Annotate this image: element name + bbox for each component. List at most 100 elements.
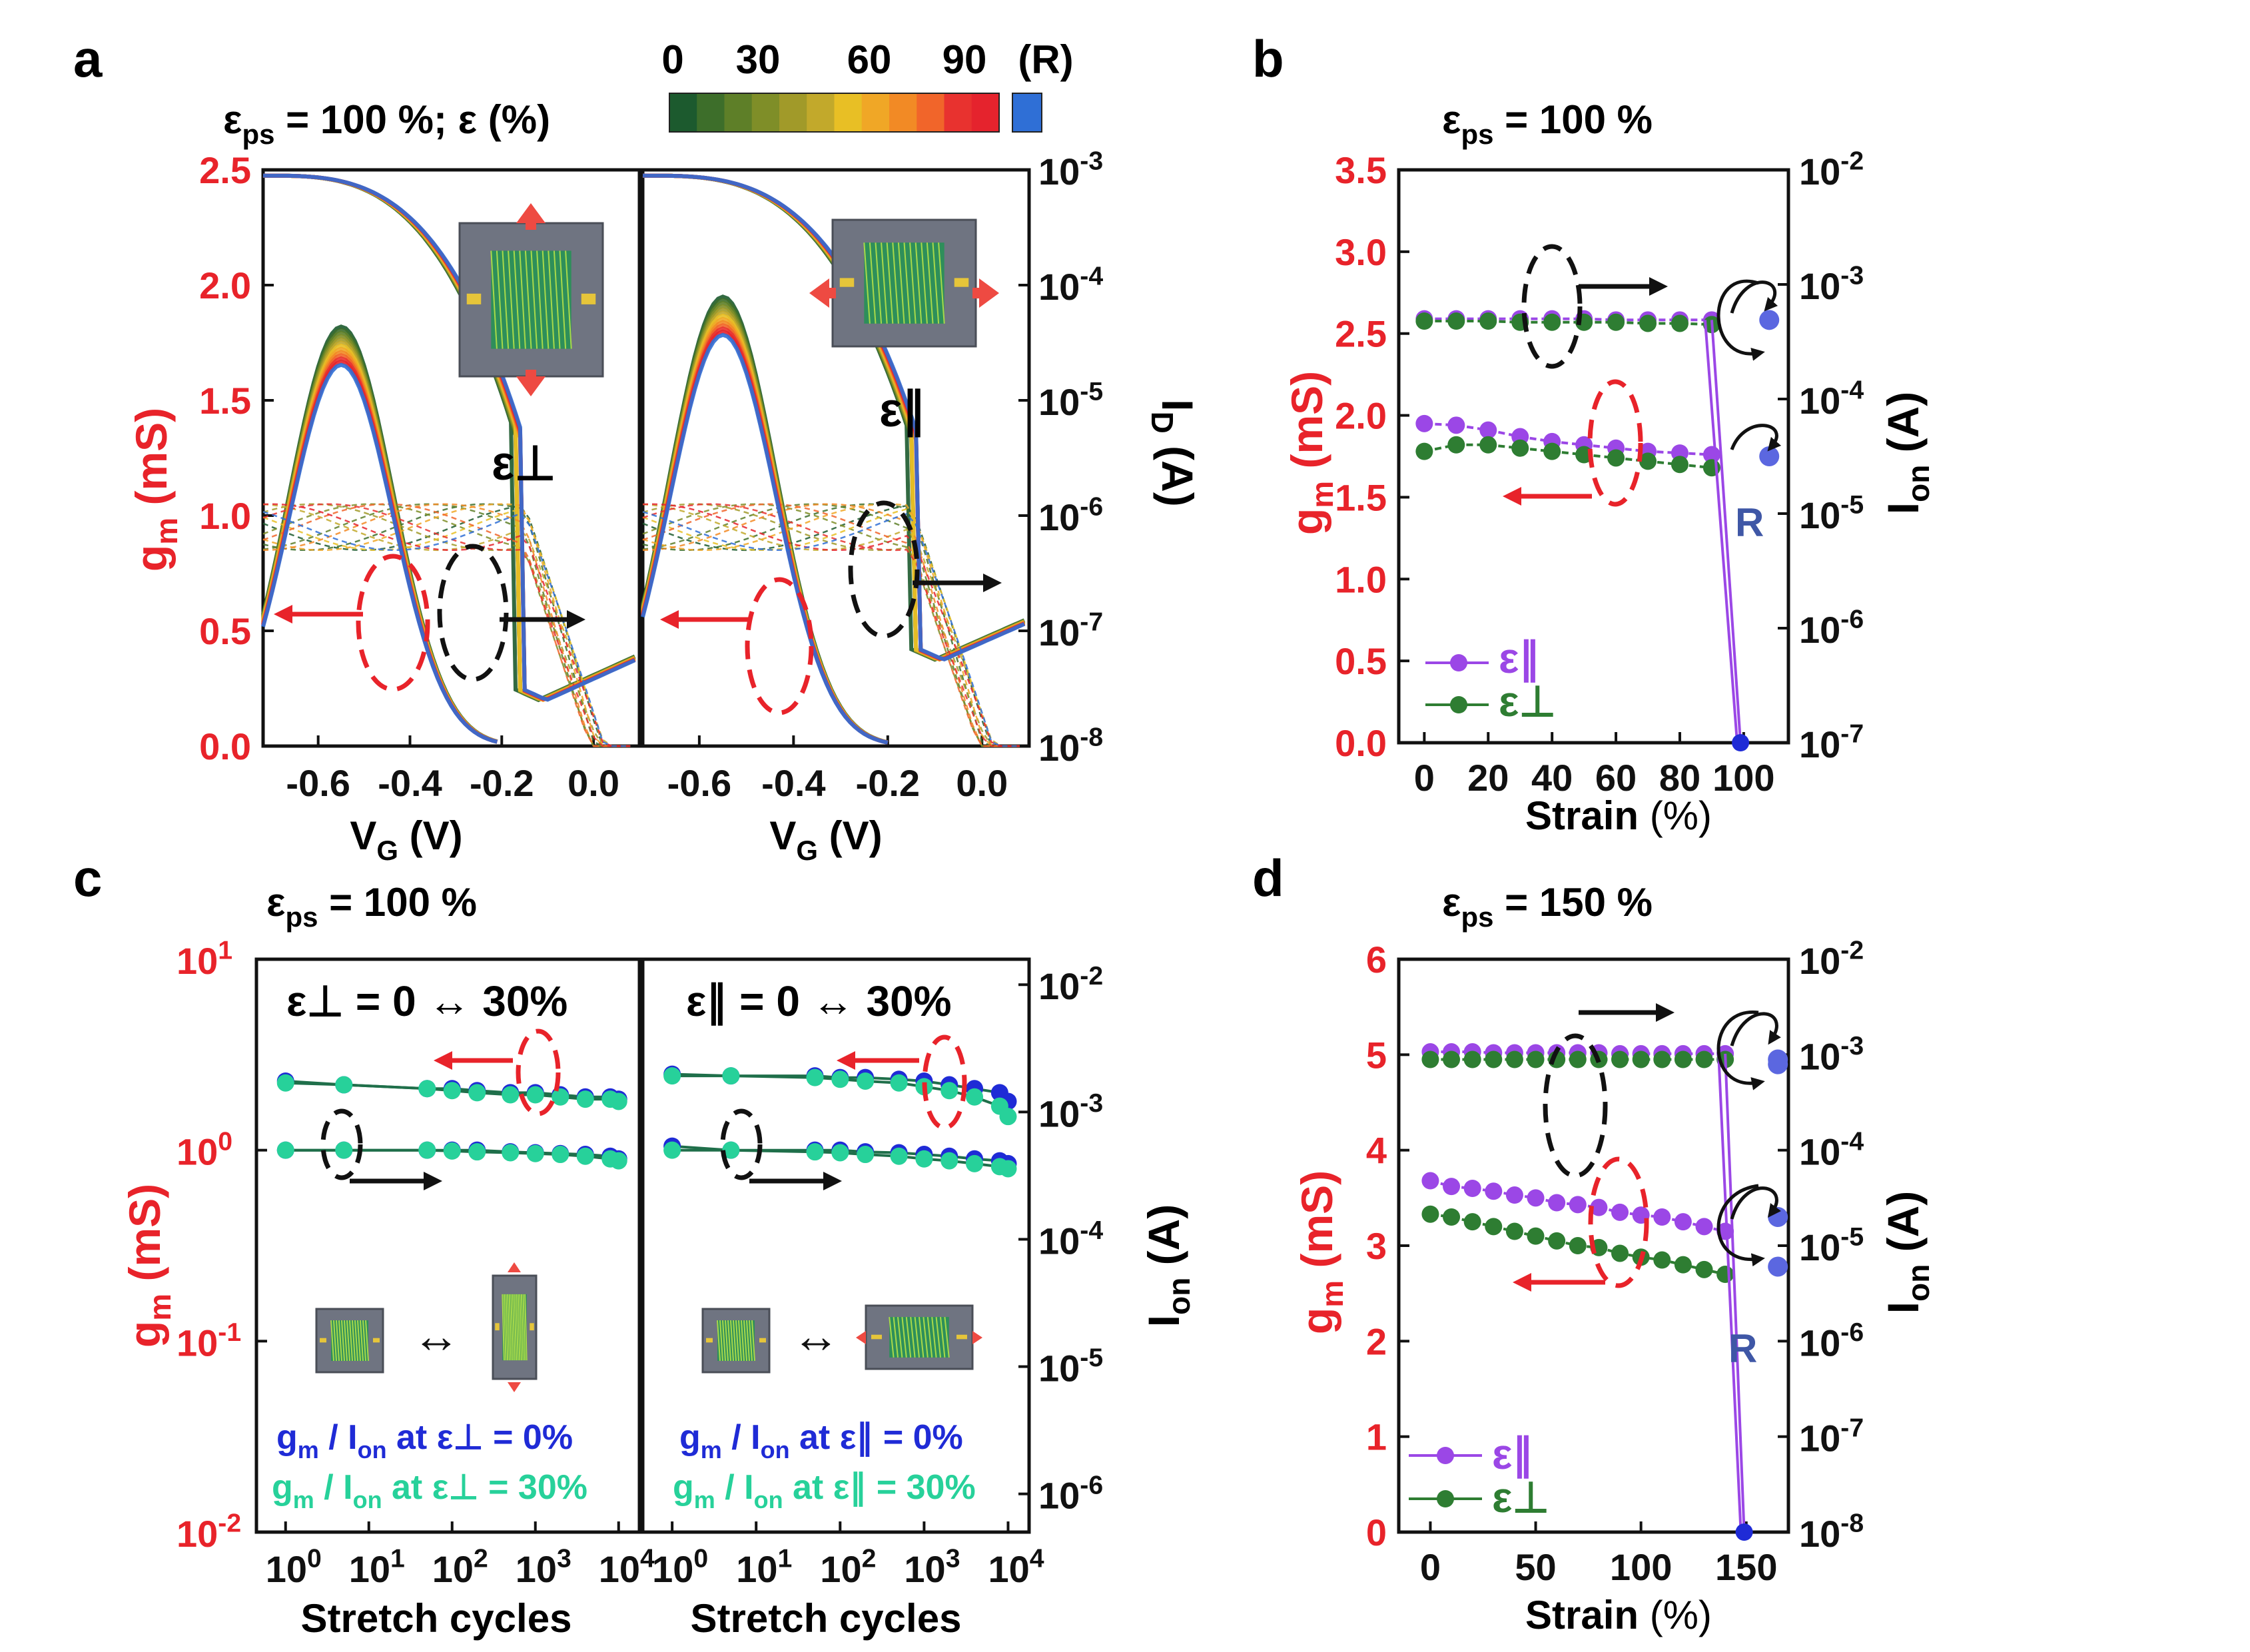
x-tick-label: 50 — [1515, 1546, 1556, 1588]
data-point — [1543, 442, 1561, 460]
data-point — [443, 1082, 461, 1100]
x-tick-label: 20 — [1467, 757, 1509, 799]
data-point — [335, 1076, 353, 1094]
device-mesh — [889, 1316, 895, 1358]
data-point — [806, 1143, 824, 1161]
data-point — [1671, 314, 1688, 332]
colorbar-swatch — [751, 93, 780, 132]
panel-a-right-black-ellipse — [848, 500, 920, 639]
data-point — [806, 1068, 824, 1086]
device-mesh — [921, 242, 928, 324]
colorbar-swatch — [917, 93, 944, 132]
device-mesh — [735, 1320, 739, 1361]
data-point — [1695, 1050, 1713, 1068]
panel-c-left-device-stretched — [492, 1262, 538, 1392]
device-mesh — [559, 250, 567, 349]
device-mesh — [733, 1320, 737, 1361]
y-tick-label: 10-8 — [1038, 723, 1103, 769]
data-point — [915, 1150, 933, 1168]
device-mesh — [357, 1320, 361, 1361]
device-mesh — [915, 242, 923, 324]
gate-current-curve — [262, 503, 631, 747]
x-tick-label: 0 — [1414, 757, 1435, 799]
y-tick-label: 10-6 — [1038, 493, 1103, 538]
device-channel — [864, 242, 944, 324]
panel-a-left-frame — [261, 168, 641, 748]
device-mesh — [349, 1320, 353, 1361]
data-point — [1415, 442, 1433, 460]
panel-c-right-device-unstretched — [701, 1308, 771, 1374]
panel-d-recover-arrow — [1716, 1184, 1765, 1267]
y-tick-label: 10-2 — [1799, 147, 1864, 193]
x-tick-label: 103 — [904, 1545, 960, 1590]
data-point — [609, 1152, 627, 1170]
device-stretch-arrow — [508, 1382, 521, 1392]
data-point — [1505, 1186, 1523, 1204]
gate-current-curve — [642, 503, 1020, 747]
device-mesh — [897, 1316, 903, 1358]
device-mesh — [507, 1294, 510, 1361]
device-pad — [530, 1323, 534, 1331]
gate-current-curve — [642, 503, 1020, 747]
panel-b-recover-arrow — [1730, 424, 1782, 452]
device-mesh — [333, 1320, 337, 1361]
colorbar-frame — [669, 93, 1000, 133]
data-point — [502, 1086, 520, 1104]
y-tick-label: 10-5 — [1799, 1223, 1864, 1268]
data-point — [526, 1086, 544, 1104]
colorbar-swatch — [889, 93, 917, 132]
data-point — [1695, 1260, 1713, 1278]
panel-c-right-legend-2: gm / Ion at ε∥ = 30% — [673, 1468, 976, 1513]
panel-c-left-red-ellipse — [516, 1029, 561, 1116]
data-point — [663, 1141, 681, 1159]
data-point — [418, 1080, 436, 1098]
device-mesh — [909, 242, 917, 324]
data-point — [468, 1084, 486, 1102]
y-tick-label: 2 — [1366, 1320, 1387, 1362]
panel-d-red-ellipse — [1588, 1156, 1649, 1288]
device-mesh — [730, 1320, 734, 1361]
data-point — [1479, 312, 1497, 330]
data-point — [1485, 1050, 1503, 1068]
data-point — [552, 1146, 569, 1164]
device-mesh — [344, 1320, 348, 1361]
panel-d-right-ylabel: Ion (A) — [1878, 1191, 1936, 1314]
data-point — [1548, 1232, 1566, 1250]
y-tick-label: 10-4 — [1038, 1216, 1103, 1262]
device-mesh — [875, 242, 883, 324]
device-mesh — [751, 1320, 755, 1361]
colorbar-tick-60: 60 — [847, 37, 892, 82]
device-mesh — [503, 1294, 507, 1361]
panel-d-xlabel: Strain (%) — [1525, 1593, 1712, 1637]
recovered-point — [1768, 1054, 1788, 1074]
panel-b-black-ellipse — [1521, 244, 1583, 369]
gate-current-curve — [642, 508, 1020, 747]
data-point — [1716, 1266, 1734, 1283]
device-mesh — [346, 1320, 350, 1361]
device-mesh — [910, 1316, 916, 1358]
colorbar-swatch — [807, 93, 835, 132]
y-tick-label: 10-3 — [1799, 1032, 1864, 1077]
panel-c-right-transition-arrow: ↔ — [792, 1310, 840, 1363]
panel-c-left-frame — [254, 957, 641, 1534]
device-stretch-arrow — [516, 203, 546, 230]
series-line — [1424, 317, 1712, 322]
x-tick-label: 100 — [1610, 1546, 1672, 1588]
data-point — [1653, 1208, 1671, 1226]
panel-a-right-ylabel: ID (A) — [1145, 399, 1202, 507]
device-mesh — [892, 242, 899, 324]
y-tick-label: 10-5 — [1038, 1344, 1103, 1389]
gate-current-curve — [262, 503, 631, 747]
series-line — [1423, 443, 1712, 470]
device-mesh — [944, 1316, 950, 1358]
data-point — [1443, 1050, 1461, 1068]
device-mesh — [542, 250, 550, 349]
device-mesh — [502, 1294, 505, 1361]
device-pad — [495, 1323, 500, 1331]
x-tick-label: 0.0 — [956, 762, 1008, 804]
gate-current-curve — [262, 503, 631, 747]
device-mesh — [496, 250, 504, 349]
y-tick-label: 2.5 — [1335, 313, 1387, 355]
panel-c-right-ylabel: Ion (A) — [1139, 1204, 1196, 1328]
panel-c-right-legend-1: gm / Ion at ε∥ = 0% — [679, 1418, 963, 1463]
